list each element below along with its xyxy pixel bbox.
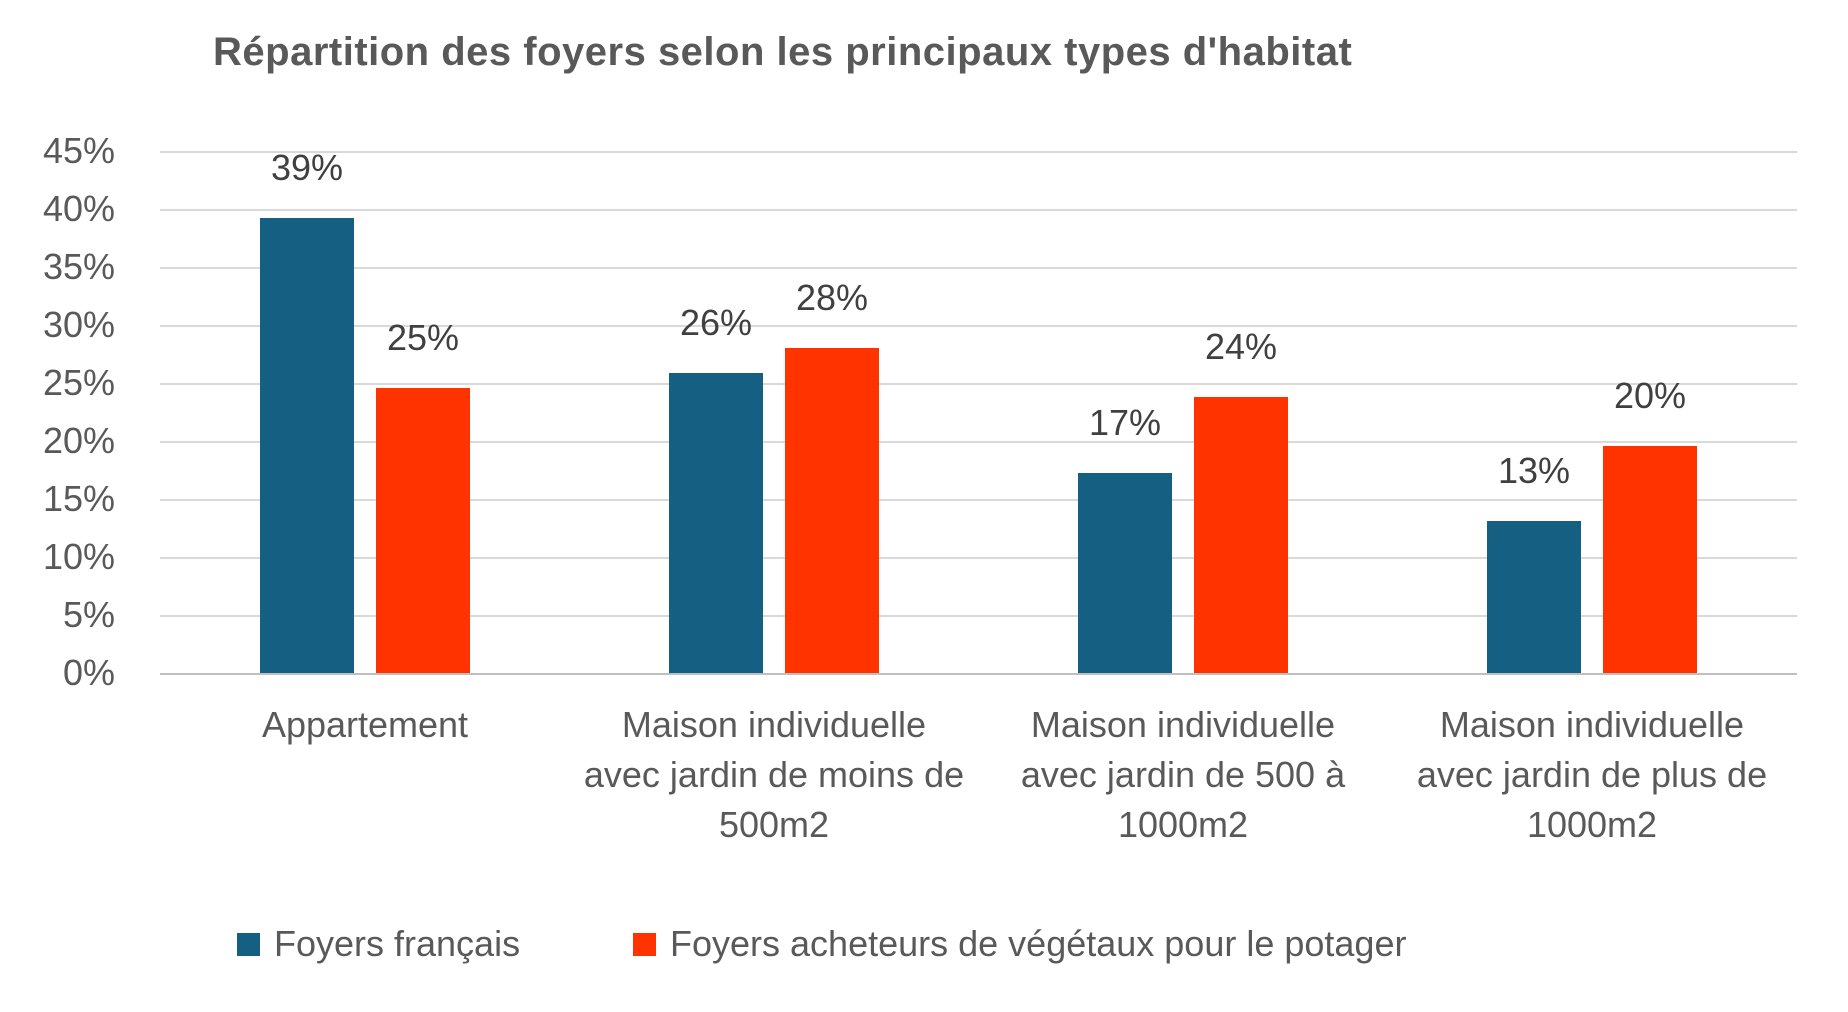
y-tick-label: 30% [42, 304, 115, 345]
legend: Foyers français Foyers acheteurs de végé… [0, 920, 1848, 970]
gridline [160, 499, 1797, 501]
legend-item-foyers-acheteurs: Foyers acheteurs de végétaux pour le pot… [633, 920, 1406, 968]
y-tick-label: 15% [42, 478, 115, 519]
data-label: 39% [270, 147, 344, 188]
legend-label: Foyers acheteurs de végétaux pour le pot… [670, 923, 1407, 964]
y-tick-label: 5% [62, 594, 115, 635]
x-axis-line [160, 673, 1797, 675]
y-tick-label: 45% [42, 130, 115, 171]
bar-foyers-francais [1487, 521, 1581, 673]
category-label: Maison individuelle avec jardin de moins… [583, 704, 965, 845]
bar-foyers-francais [1078, 473, 1172, 673]
data-label: 24% [1204, 326, 1278, 367]
data-label: 13% [1497, 450, 1571, 491]
y-tick-label: 25% [42, 362, 115, 403]
gridline [160, 441, 1797, 443]
y-tick-label: 10% [42, 536, 115, 577]
chart-title: Répartition des foyers selon les princip… [213, 30, 1353, 74]
category-label: Maison individuelle avec jardin de 500 à… [1020, 704, 1346, 845]
y-tick-label: 40% [42, 188, 115, 229]
data-label: 28% [795, 277, 869, 318]
bar-foyers-acheteurs [1194, 397, 1288, 673]
gridline [160, 383, 1797, 385]
legend-swatch-red [633, 932, 656, 956]
gridline [160, 267, 1797, 269]
category-label: Appartement [261, 704, 469, 745]
legend-label: Foyers français [274, 923, 521, 964]
bar-foyers-francais [669, 373, 763, 673]
data-label: 25% [386, 317, 460, 358]
gridline [160, 151, 1797, 153]
category-label: Maison individuelle avec jardin de plus … [1416, 704, 1768, 845]
legend-swatch-blue [237, 932, 260, 956]
bar-foyers-acheteurs [376, 388, 470, 673]
data-label: 26% [679, 302, 753, 343]
data-label: 20% [1613, 375, 1687, 416]
legend-item-foyers-francais: Foyers français [237, 920, 520, 968]
y-tick-label: 0% [62, 652, 115, 693]
y-tick-label: 35% [42, 246, 115, 287]
bar-foyers-francais [260, 218, 354, 673]
y-tick-label: 20% [42, 420, 115, 461]
gridline [160, 325, 1797, 327]
bar-foyers-acheteurs [785, 348, 879, 673]
gridline [160, 209, 1797, 211]
gridline [160, 615, 1797, 617]
gridline [160, 557, 1797, 559]
bar-foyers-acheteurs [1603, 446, 1697, 673]
data-label: 17% [1088, 402, 1162, 443]
